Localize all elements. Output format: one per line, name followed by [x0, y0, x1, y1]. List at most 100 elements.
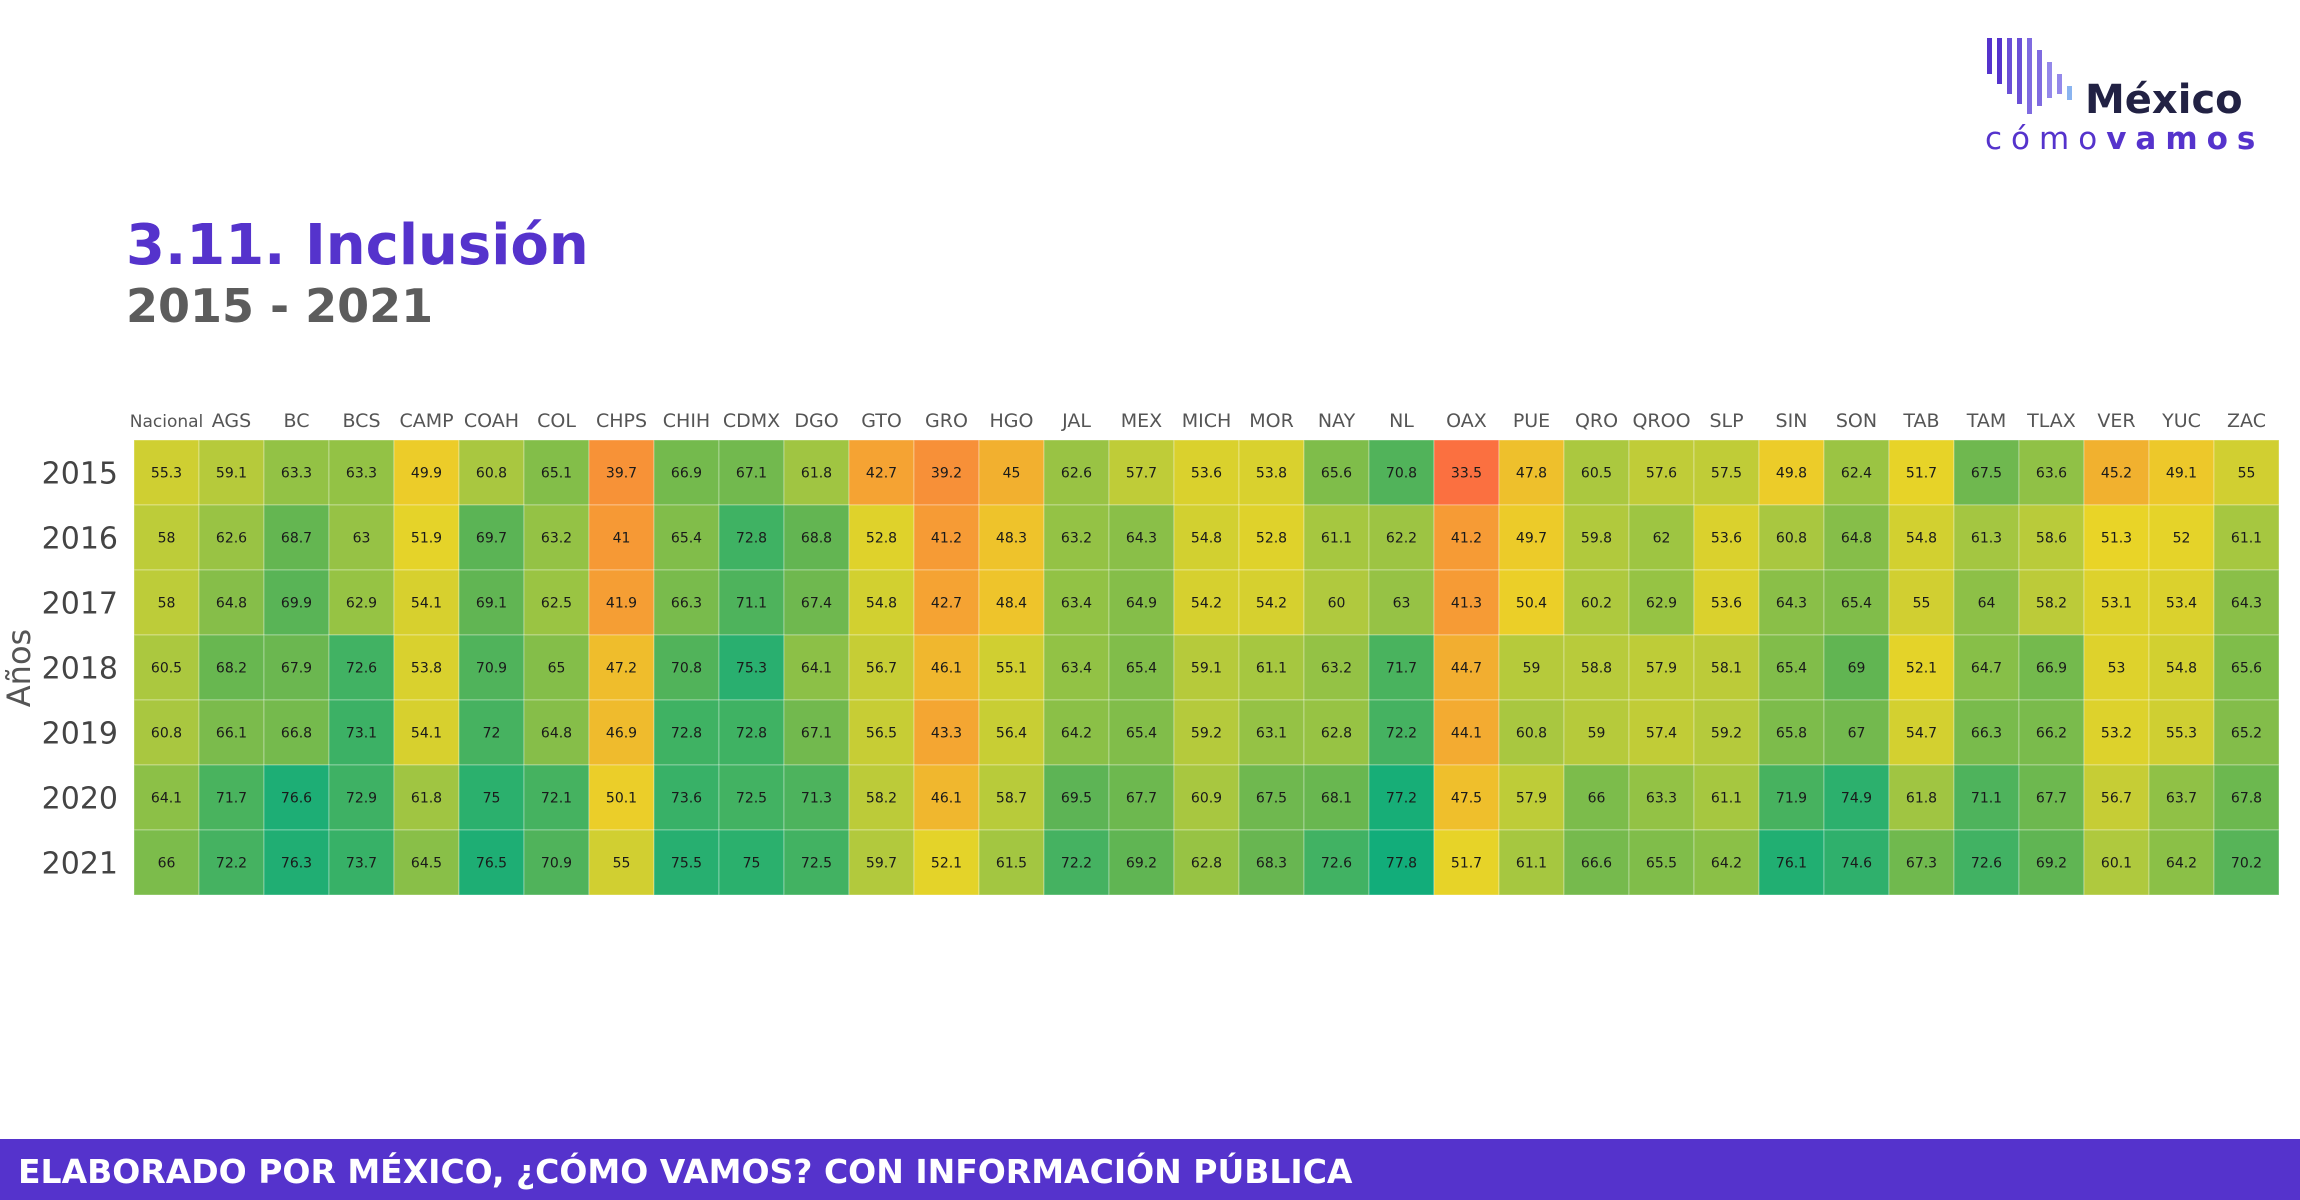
- heatmap-cell: [1953, 634, 2020, 701]
- cell-value-label: 62.8: [1321, 726, 1352, 742]
- cell-value-label: 57.6: [1646, 466, 1677, 482]
- heatmap-cell: [1888, 764, 1955, 831]
- cell-value-label: 63.6: [2036, 466, 2067, 482]
- cell-value-label: 55.3: [151, 466, 182, 482]
- cell-value-label: 69: [1848, 661, 1866, 677]
- cell-value-label: 50.1: [606, 791, 637, 807]
- heatmap-cell: [1758, 569, 1825, 636]
- heatmap-cell: [458, 504, 525, 571]
- cell-value-label: 59.7: [866, 856, 897, 872]
- cell-value-label: 48.4: [996, 596, 1027, 612]
- cell-value-label: 65.1: [541, 466, 572, 482]
- heatmap-cell: [1173, 634, 1240, 701]
- cell-value-label: 62.6: [216, 531, 247, 547]
- heatmap-cell: [263, 569, 330, 636]
- cell-value-label: 76.5: [476, 856, 507, 872]
- x-tick-label: COL: [537, 410, 576, 432]
- cell-value-label: 57.7: [1126, 466, 1157, 482]
- heatmap-cell: [1628, 439, 1695, 506]
- x-tick-label: VER: [2097, 410, 2135, 432]
- heatmap-cell: [1953, 569, 2020, 636]
- cell-value-label: 57.9: [1516, 791, 1547, 807]
- cell-value-label: 58.8: [1581, 661, 1612, 677]
- heatmap-cell: [1758, 439, 1825, 506]
- cell-value-label: 41.2: [931, 531, 962, 547]
- heatmap-cell: [1238, 504, 1305, 571]
- heatmap-cell: [2018, 829, 2085, 896]
- heatmap-cell: [1888, 829, 1955, 896]
- cell-value-label: 64.2: [1061, 726, 1092, 742]
- heatmap-cell: [1043, 699, 1110, 766]
- heatmap-cell: [328, 829, 395, 896]
- cell-value-label: 63.3: [1646, 791, 1677, 807]
- cell-value-label: 54.2: [1256, 596, 1287, 612]
- heatmap-cell: [1693, 439, 1760, 506]
- heatmap-cell: [1563, 634, 1630, 701]
- cell-value-label: 66.3: [1971, 726, 2002, 742]
- heatmap-cell: [718, 439, 785, 506]
- cell-value-label: 77.2: [1386, 791, 1417, 807]
- cell-value-label: 64.1: [151, 791, 182, 807]
- heatmap-cell: [1693, 764, 1760, 831]
- cell-value-label: 67.5: [1256, 791, 1287, 807]
- cell-value-label: 48.3: [996, 531, 1027, 547]
- cell-value-label: 70.9: [541, 856, 572, 872]
- cell-value-label: 72.8: [671, 726, 702, 742]
- heatmap-cell: [1108, 699, 1175, 766]
- x-tick-label: QROO: [1632, 410, 1690, 432]
- cell-value-label: 76.3: [281, 856, 312, 872]
- cell-value-label: 46.9: [606, 726, 637, 742]
- logo-bar: [2067, 86, 2072, 100]
- y-tick-label: 2016: [42, 522, 118, 557]
- x-tick-label: AGS: [212, 410, 251, 432]
- cell-value-label: 51.9: [411, 531, 442, 547]
- heatmap-cell: [783, 569, 850, 636]
- cell-value-label: 60.9: [1191, 791, 1222, 807]
- cell-value-label: 64: [1978, 596, 1996, 612]
- cell-value-label: 62.8: [1191, 856, 1222, 872]
- cell-value-label: 49.9: [411, 466, 442, 482]
- cell-value-label: 60.2: [1581, 596, 1612, 612]
- cell-value-label: 65.4: [1841, 596, 1872, 612]
- cell-value-label: 61.1: [1321, 531, 1352, 547]
- x-tick-label: GTO: [861, 410, 902, 432]
- cell-value-label: 72: [483, 726, 501, 742]
- heatmap-cell: [913, 439, 980, 506]
- cell-value-label: 65.4: [1776, 661, 1807, 677]
- cell-value-label: 61.8: [801, 466, 832, 482]
- x-tick-label: TAB: [1902, 410, 1939, 432]
- cell-value-label: 65.6: [2231, 661, 2262, 677]
- cell-value-label: 64.3: [1776, 596, 1807, 612]
- x-tick-label: DGO: [794, 410, 838, 432]
- cell-value-label: 62.5: [541, 596, 572, 612]
- cell-value-label: 68.8: [801, 531, 832, 547]
- cell-value-label: 75: [483, 791, 501, 807]
- cell-value-label: 55.3: [2166, 726, 2197, 742]
- cell-value-label: 47.8: [1516, 466, 1547, 482]
- cell-value-label: 67.1: [736, 466, 767, 482]
- cell-value-label: 62.9: [1646, 596, 1677, 612]
- y-tick-label: 2021: [42, 847, 118, 882]
- heatmap-cell: [588, 699, 655, 766]
- cell-value-label: 65.4: [1126, 661, 1157, 677]
- heatmap-cell: [1173, 829, 1240, 896]
- cell-value-label: 67.5: [1971, 466, 2002, 482]
- heatmap-cell: [718, 569, 785, 636]
- cell-value-label: 64.5: [411, 856, 442, 872]
- heatmap-cell: [1498, 829, 1565, 896]
- heatmap-cell: [1108, 829, 1175, 896]
- cell-value-label: 63.4: [1061, 661, 1092, 677]
- x-tick-label: MEX: [1121, 410, 1162, 432]
- heatmap-cell: [718, 504, 785, 571]
- heatmap-cell: [783, 829, 850, 896]
- logo-bar: [2047, 62, 2052, 98]
- cell-value-label: 33.5: [1451, 466, 1482, 482]
- cell-value-label: 53.6: [1191, 466, 1222, 482]
- heatmap-cell: [848, 829, 915, 896]
- heatmap-cell: [1628, 699, 1695, 766]
- cell-value-label: 59.2: [1191, 726, 1222, 742]
- cell-value-label: 49.8: [1776, 466, 1807, 482]
- cell-value-label: 71.3: [801, 791, 832, 807]
- x-tick-label: CHPS: [596, 410, 647, 432]
- heatmap-cell: [978, 504, 1045, 571]
